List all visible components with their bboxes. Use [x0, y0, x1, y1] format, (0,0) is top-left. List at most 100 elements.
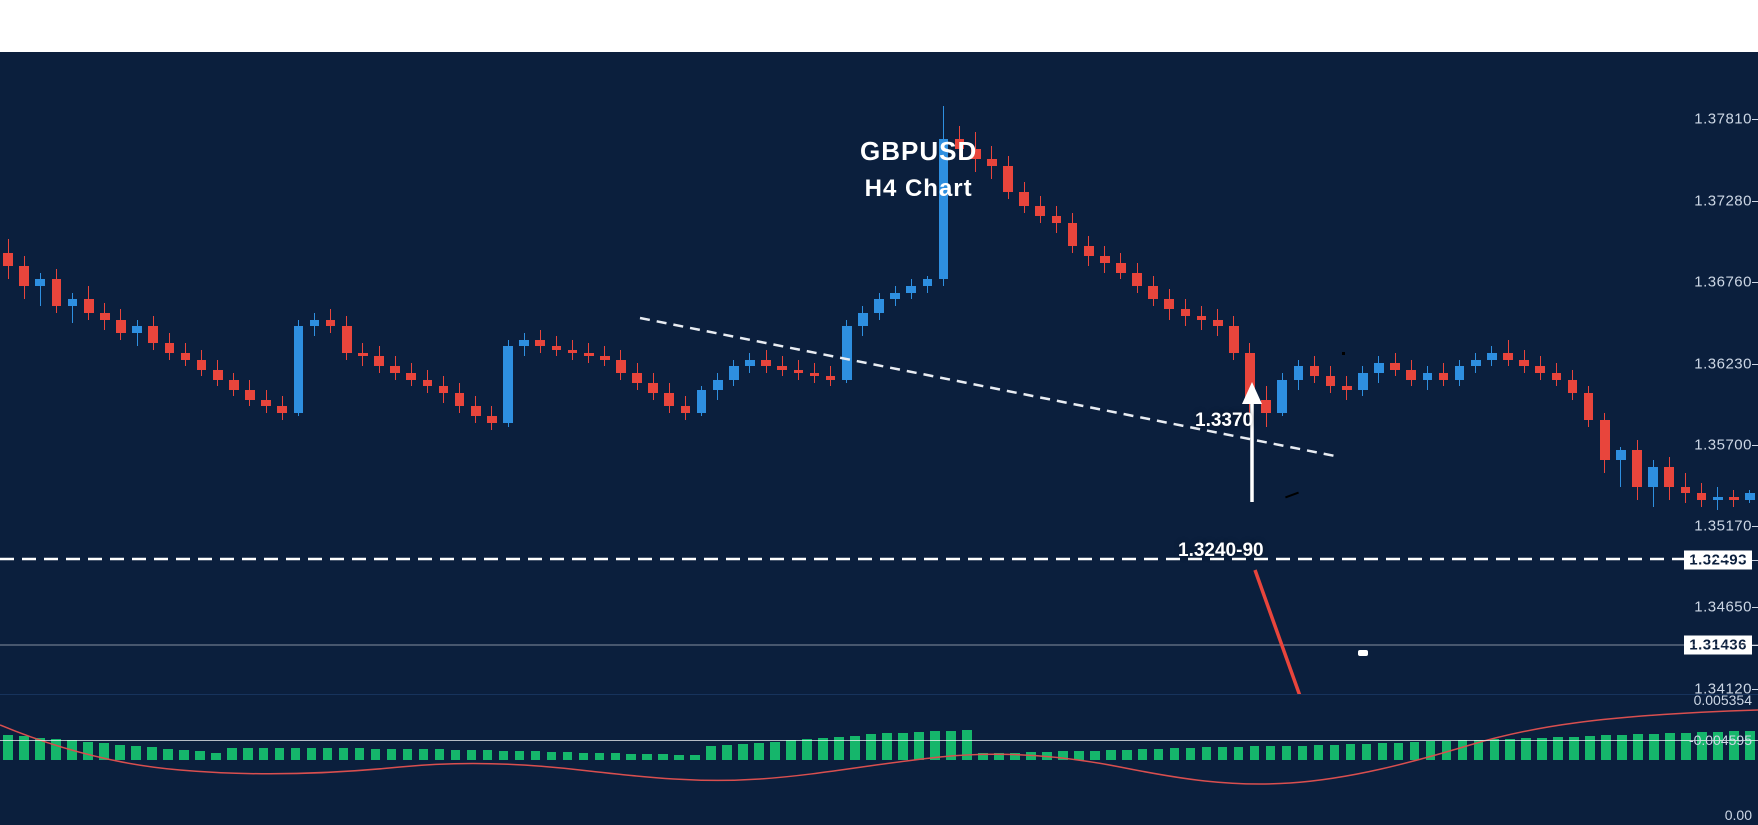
candle-body[interactable]: [1406, 370, 1416, 380]
candle-body[interactable]: [1132, 273, 1142, 286]
candle-body[interactable]: [1245, 353, 1255, 400]
candle-body[interactable]: [1487, 353, 1497, 360]
macd-histogram-bar[interactable]: [339, 748, 349, 760]
candle-body[interactable]: [132, 326, 142, 333]
candle-body[interactable]: [1697, 493, 1707, 500]
macd-histogram-bar[interactable]: [786, 740, 796, 760]
macd-histogram-bar[interactable]: [1122, 750, 1132, 760]
candle-body[interactable]: [826, 376, 836, 379]
macd-histogram-bar[interactable]: [419, 749, 429, 760]
macd-histogram-bar[interactable]: [323, 748, 333, 760]
candle-body[interactable]: [423, 380, 433, 387]
macd-histogram-bar[interactable]: [1298, 746, 1308, 760]
candle-body[interactable]: [294, 326, 304, 413]
macd-histogram-bar[interactable]: [131, 746, 141, 760]
macd-histogram-bar[interactable]: [1490, 739, 1500, 760]
candle-body[interactable]: [584, 353, 594, 356]
macd-histogram-bar[interactable]: [3, 735, 13, 760]
candle-body[interactable]: [552, 346, 562, 349]
macd-histogram-bar[interactable]: [595, 753, 605, 760]
macd-histogram-bar[interactable]: [674, 755, 684, 760]
macd-histogram-bar[interactable]: [1314, 745, 1324, 760]
candle-body[interactable]: [1084, 246, 1094, 256]
macd-histogram-bar[interactable]: [195, 751, 205, 760]
macd-histogram-bar[interactable]: [738, 744, 748, 760]
candle-body[interactable]: [374, 356, 384, 366]
macd-histogram-bar[interactable]: [355, 748, 365, 760]
macd-histogram-bar[interactable]: [1042, 752, 1052, 760]
macd-histogram-bar[interactable]: [259, 748, 269, 760]
candle-body[interactable]: [52, 279, 62, 306]
candle-body[interactable]: [745, 360, 755, 367]
macd-histogram-bar[interactable]: [387, 749, 397, 760]
candle-body[interactable]: [842, 326, 852, 380]
macd-histogram-bar[interactable]: [1026, 752, 1036, 760]
candle-body[interactable]: [245, 390, 255, 400]
candle-body[interactable]: [923, 279, 933, 286]
macd-histogram-bar[interactable]: [962, 730, 972, 760]
macd-histogram-bar[interactable]: [1362, 744, 1372, 760]
macd-histogram-bar[interactable]: [722, 745, 732, 760]
macd-histogram-bar[interactable]: [706, 746, 716, 760]
candle-body[interactable]: [1100, 256, 1110, 263]
macd-histogram-bar[interactable]: [547, 752, 557, 760]
candle-body[interactable]: [1600, 420, 1610, 460]
candle-body[interactable]: [1035, 206, 1045, 216]
candle-body[interactable]: [1116, 263, 1126, 273]
candle-body[interactable]: [455, 393, 465, 406]
candle-body[interactable]: [68, 299, 78, 306]
candle-body[interactable]: [1374, 363, 1384, 373]
macd-histogram-bar[interactable]: [483, 750, 493, 760]
candle-body[interactable]: [568, 350, 578, 353]
macd-histogram-bar[interactable]: [1282, 746, 1292, 760]
candle-body[interactable]: [1261, 400, 1271, 413]
candle-body[interactable]: [358, 353, 368, 356]
candle-body[interactable]: [1519, 360, 1529, 367]
candle-body[interactable]: [100, 313, 110, 320]
candle-body[interactable]: [616, 360, 626, 373]
macd-histogram-bar[interactable]: [531, 751, 541, 760]
candle-body[interactable]: [1455, 366, 1465, 379]
candle-body[interactable]: [390, 366, 400, 373]
candle-body[interactable]: [1019, 192, 1029, 205]
macd-histogram-bar[interactable]: [515, 751, 525, 760]
macd-histogram-bar[interactable]: [115, 745, 125, 760]
candle-body[interactable]: [35, 279, 45, 286]
macd-histogram-bar[interactable]: [994, 753, 1004, 760]
candle-body[interactable]: [1229, 326, 1239, 353]
candle-body[interactable]: [1713, 497, 1723, 500]
candle-body[interactable]: [1068, 223, 1078, 246]
macd-histogram-bar[interactable]: [227, 748, 237, 760]
candle-body[interactable]: [1535, 366, 1545, 373]
macd-histogram-bar[interactable]: [451, 750, 461, 760]
candle-body[interactable]: [165, 343, 175, 353]
macd-histogram-bar[interactable]: [898, 733, 908, 760]
candle-body[interactable]: [1471, 360, 1481, 367]
macd-histogram-bar[interactable]: [866, 734, 876, 760]
candle-body[interactable]: [1213, 320, 1223, 327]
candle-body[interactable]: [1342, 386, 1352, 389]
macd-histogram-bar[interactable]: [83, 742, 93, 760]
candle-body[interactable]: [1616, 450, 1626, 460]
macd-histogram-bar[interactable]: [802, 739, 812, 760]
candle-wick[interactable]: [40, 273, 41, 306]
macd-histogram-bar[interactable]: [1106, 750, 1116, 760]
candle-body[interactable]: [874, 299, 884, 312]
macd-histogram-bar[interactable]: [147, 747, 157, 760]
candle-body[interactable]: [84, 299, 94, 312]
macd-histogram-bar[interactable]: [579, 753, 589, 760]
macd-histogram-bar[interactable]: [1474, 740, 1484, 760]
macd-histogram-bar[interactable]: [1266, 746, 1276, 760]
candle-body[interactable]: [729, 366, 739, 379]
macd-histogram-bar[interactable]: [35, 738, 45, 760]
candle-body[interactable]: [810, 373, 820, 376]
macd-histogram-bar[interactable]: [563, 752, 573, 760]
macd-histogram-bar[interactable]: [1058, 751, 1068, 760]
macd-histogram-bar[interactable]: [1170, 748, 1180, 760]
macd-histogram-bar[interactable]: [1250, 746, 1260, 760]
macd-histogram-bar[interactable]: [67, 740, 77, 760]
macd-histogram-bar[interactable]: [611, 753, 621, 760]
macd-histogram-bar[interactable]: [99, 743, 109, 760]
candle-body[interactable]: [181, 353, 191, 360]
macd-histogram-bar[interactable]: [1458, 740, 1468, 760]
